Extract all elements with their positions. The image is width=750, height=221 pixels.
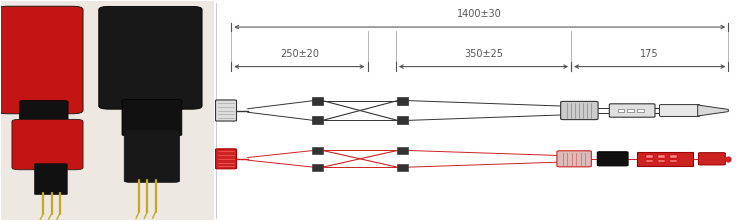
FancyBboxPatch shape <box>20 101 68 131</box>
Bar <box>658 155 665 158</box>
FancyBboxPatch shape <box>215 149 236 169</box>
FancyBboxPatch shape <box>215 100 236 121</box>
Bar <box>670 160 677 162</box>
FancyBboxPatch shape <box>12 119 83 170</box>
Bar <box>312 97 322 105</box>
Text: 1400±30: 1400±30 <box>458 9 503 19</box>
FancyBboxPatch shape <box>698 153 725 165</box>
Bar <box>646 160 653 162</box>
FancyBboxPatch shape <box>597 152 628 166</box>
FancyBboxPatch shape <box>124 130 179 182</box>
Text: 350±25: 350±25 <box>464 49 503 59</box>
Bar <box>617 109 624 112</box>
Bar <box>398 116 408 124</box>
Bar <box>637 109 644 112</box>
Text: 175: 175 <box>640 49 659 59</box>
FancyBboxPatch shape <box>557 151 591 167</box>
Bar <box>646 155 653 158</box>
FancyBboxPatch shape <box>609 104 655 117</box>
FancyBboxPatch shape <box>34 164 68 195</box>
FancyBboxPatch shape <box>122 99 182 136</box>
Bar <box>670 155 677 158</box>
FancyBboxPatch shape <box>99 6 202 109</box>
FancyBboxPatch shape <box>0 6 83 114</box>
FancyBboxPatch shape <box>1 1 214 220</box>
Bar <box>312 164 322 171</box>
Bar <box>398 97 408 105</box>
Bar <box>398 164 408 171</box>
Bar <box>658 160 665 162</box>
Bar <box>312 147 322 154</box>
Polygon shape <box>698 105 728 116</box>
FancyBboxPatch shape <box>659 105 700 116</box>
Bar <box>398 147 408 154</box>
Bar <box>637 152 693 166</box>
Bar <box>312 116 322 124</box>
Bar <box>627 109 634 112</box>
FancyBboxPatch shape <box>561 101 598 120</box>
Text: 250±20: 250±20 <box>280 49 319 59</box>
